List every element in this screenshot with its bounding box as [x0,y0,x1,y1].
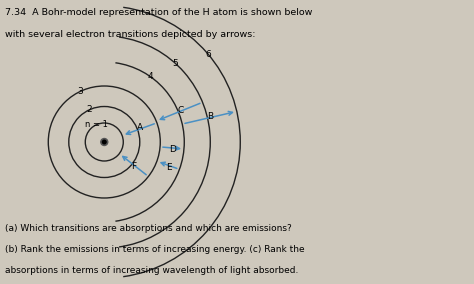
Text: (a) Which transitions are absorptions and which are emissions?: (a) Which transitions are absorptions an… [5,224,292,233]
Text: C: C [177,106,183,115]
Text: n = 1: n = 1 [85,120,108,129]
Text: D: D [169,145,176,154]
Text: 6: 6 [206,50,211,59]
Text: A: A [137,124,143,132]
Text: 5: 5 [173,59,178,68]
Text: absorptions in terms of increasing wavelength of light absorbed.: absorptions in terms of increasing wavel… [5,266,298,275]
Text: 4: 4 [147,72,153,81]
Text: E: E [166,162,172,172]
Text: 2: 2 [86,105,92,114]
Circle shape [102,140,106,144]
Text: B: B [208,112,214,121]
Text: F: F [131,162,136,171]
Text: (b) Rank the emissions in terms of increasing energy. (c) Rank the: (b) Rank the emissions in terms of incre… [5,245,305,254]
Circle shape [101,139,108,145]
Text: with several electron transitions depicted by arrows:: with several electron transitions depict… [5,30,255,39]
Text: 7.34  A Bohr-model representation of the H atom is shown below: 7.34 A Bohr-model representation of the … [5,8,312,17]
Text: 3: 3 [78,87,83,96]
